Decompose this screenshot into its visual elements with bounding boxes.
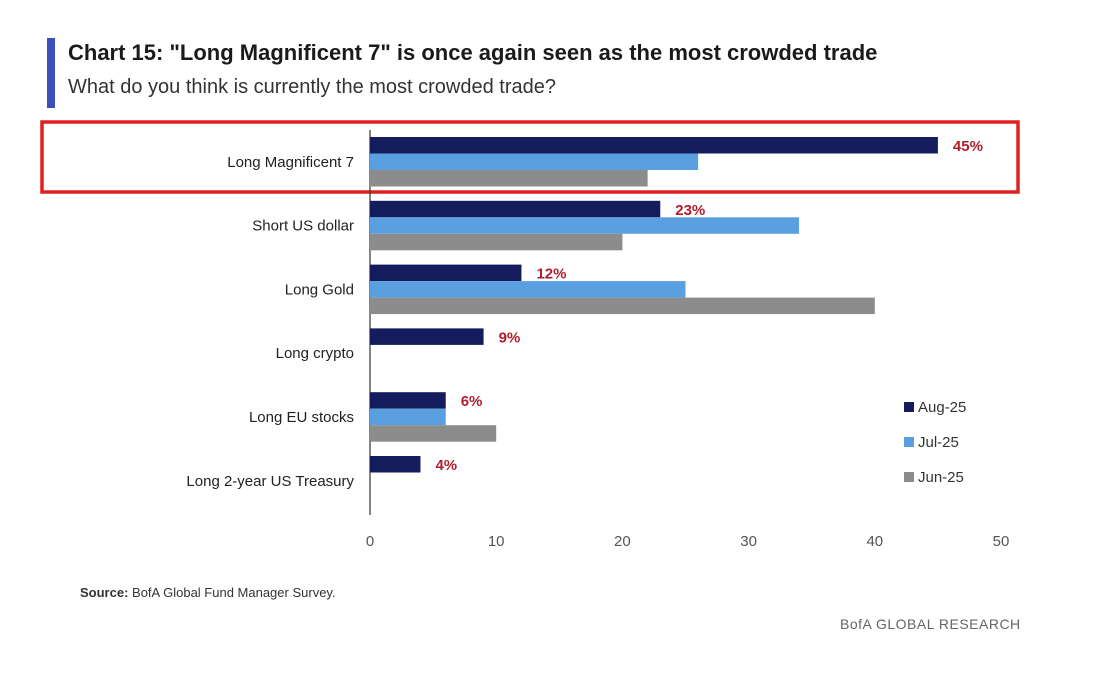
data-label-short-us-dollar: 23%	[675, 202, 705, 219]
chart-subtitle: What do you think is currently the most …	[68, 76, 557, 98]
category-label-long-gold: Long Gold	[285, 281, 354, 298]
category-label-long-eu-stocks: Long EU stocks	[249, 409, 354, 426]
x-tick-label-20: 20	[614, 533, 631, 550]
bar-aug-25-long-magnificent-7	[370, 137, 938, 154]
category-label-long-crypto: Long crypto	[276, 345, 354, 362]
legend-swatch-aug-25	[904, 402, 914, 412]
data-label-long-crypto: 9%	[499, 329, 521, 346]
legend-label-aug-25: Aug-25	[918, 399, 966, 416]
data-label-long-gold: 12%	[536, 266, 566, 283]
category-label-short-us-dollar: Short US dollar	[252, 218, 354, 235]
highlight-box	[40, 120, 1020, 194]
data-label-long-eu-stocks: 6%	[461, 393, 483, 410]
title-accent-bar	[47, 38, 55, 108]
bar-jun-25-short-us-dollar	[370, 233, 623, 251]
category-label-long-2-year-us-treasury: Long 2-year US Treasury	[186, 473, 354, 490]
data-label-long-2-year-us-treasury: 4%	[435, 457, 457, 474]
x-tick-label-30: 30	[740, 533, 757, 550]
bar-jul-25-short-us-dollar	[370, 217, 800, 234]
chart-title: Chart 15: "Long Magnificent 7" is once a…	[68, 40, 878, 65]
bar-chart: Long Magnificent 7 45% Short US dollar 23% L…	[40, 120, 1020, 550]
bar-jul-25-long-eu-stocks	[370, 408, 446, 426]
bar-aug-25-long-2-year-us-treasury	[370, 456, 421, 473]
bar-jun-25-long-magnificent-7	[370, 170, 648, 187]
x-tick-label-10: 10	[488, 533, 505, 550]
source-label: Source:	[80, 585, 129, 600]
bar-aug-25-long-crypto	[370, 328, 484, 345]
source-note: Source: BofA Global Fund Manager Survey.	[80, 585, 336, 600]
source-text: BofA Global Fund Manager Survey.	[132, 585, 336, 600]
x-tick-label-40: 40	[866, 533, 883, 550]
legend-label-jul-25: Jul-25	[918, 434, 959, 451]
bar-jun-25-long-eu-stocks	[370, 425, 497, 442]
x-tick-label-50: 50	[993, 533, 1010, 550]
data-label-long-magnificent-7: 45%	[953, 138, 983, 155]
legend-swatch-jul-25	[904, 437, 914, 447]
brand-mark: BofA GLOBAL RESEARCH	[840, 616, 1021, 632]
bar-aug-25-short-us-dollar	[370, 200, 661, 218]
bar-jun-25-long-gold	[370, 297, 875, 315]
legend-swatch-jun-25	[904, 472, 914, 482]
x-tick-label-0: 0	[366, 533, 374, 550]
bar-jul-25-long-magnificent-7	[370, 153, 699, 170]
category-label-long-magnificent-7: Long Magnificent 7	[227, 154, 354, 171]
bar-aug-25-long-eu-stocks	[370, 392, 446, 409]
bar-jul-25-long-gold	[370, 281, 686, 298]
legend-label-jun-25: Jun-25	[918, 469, 964, 486]
bar-aug-25-long-gold	[370, 264, 522, 282]
